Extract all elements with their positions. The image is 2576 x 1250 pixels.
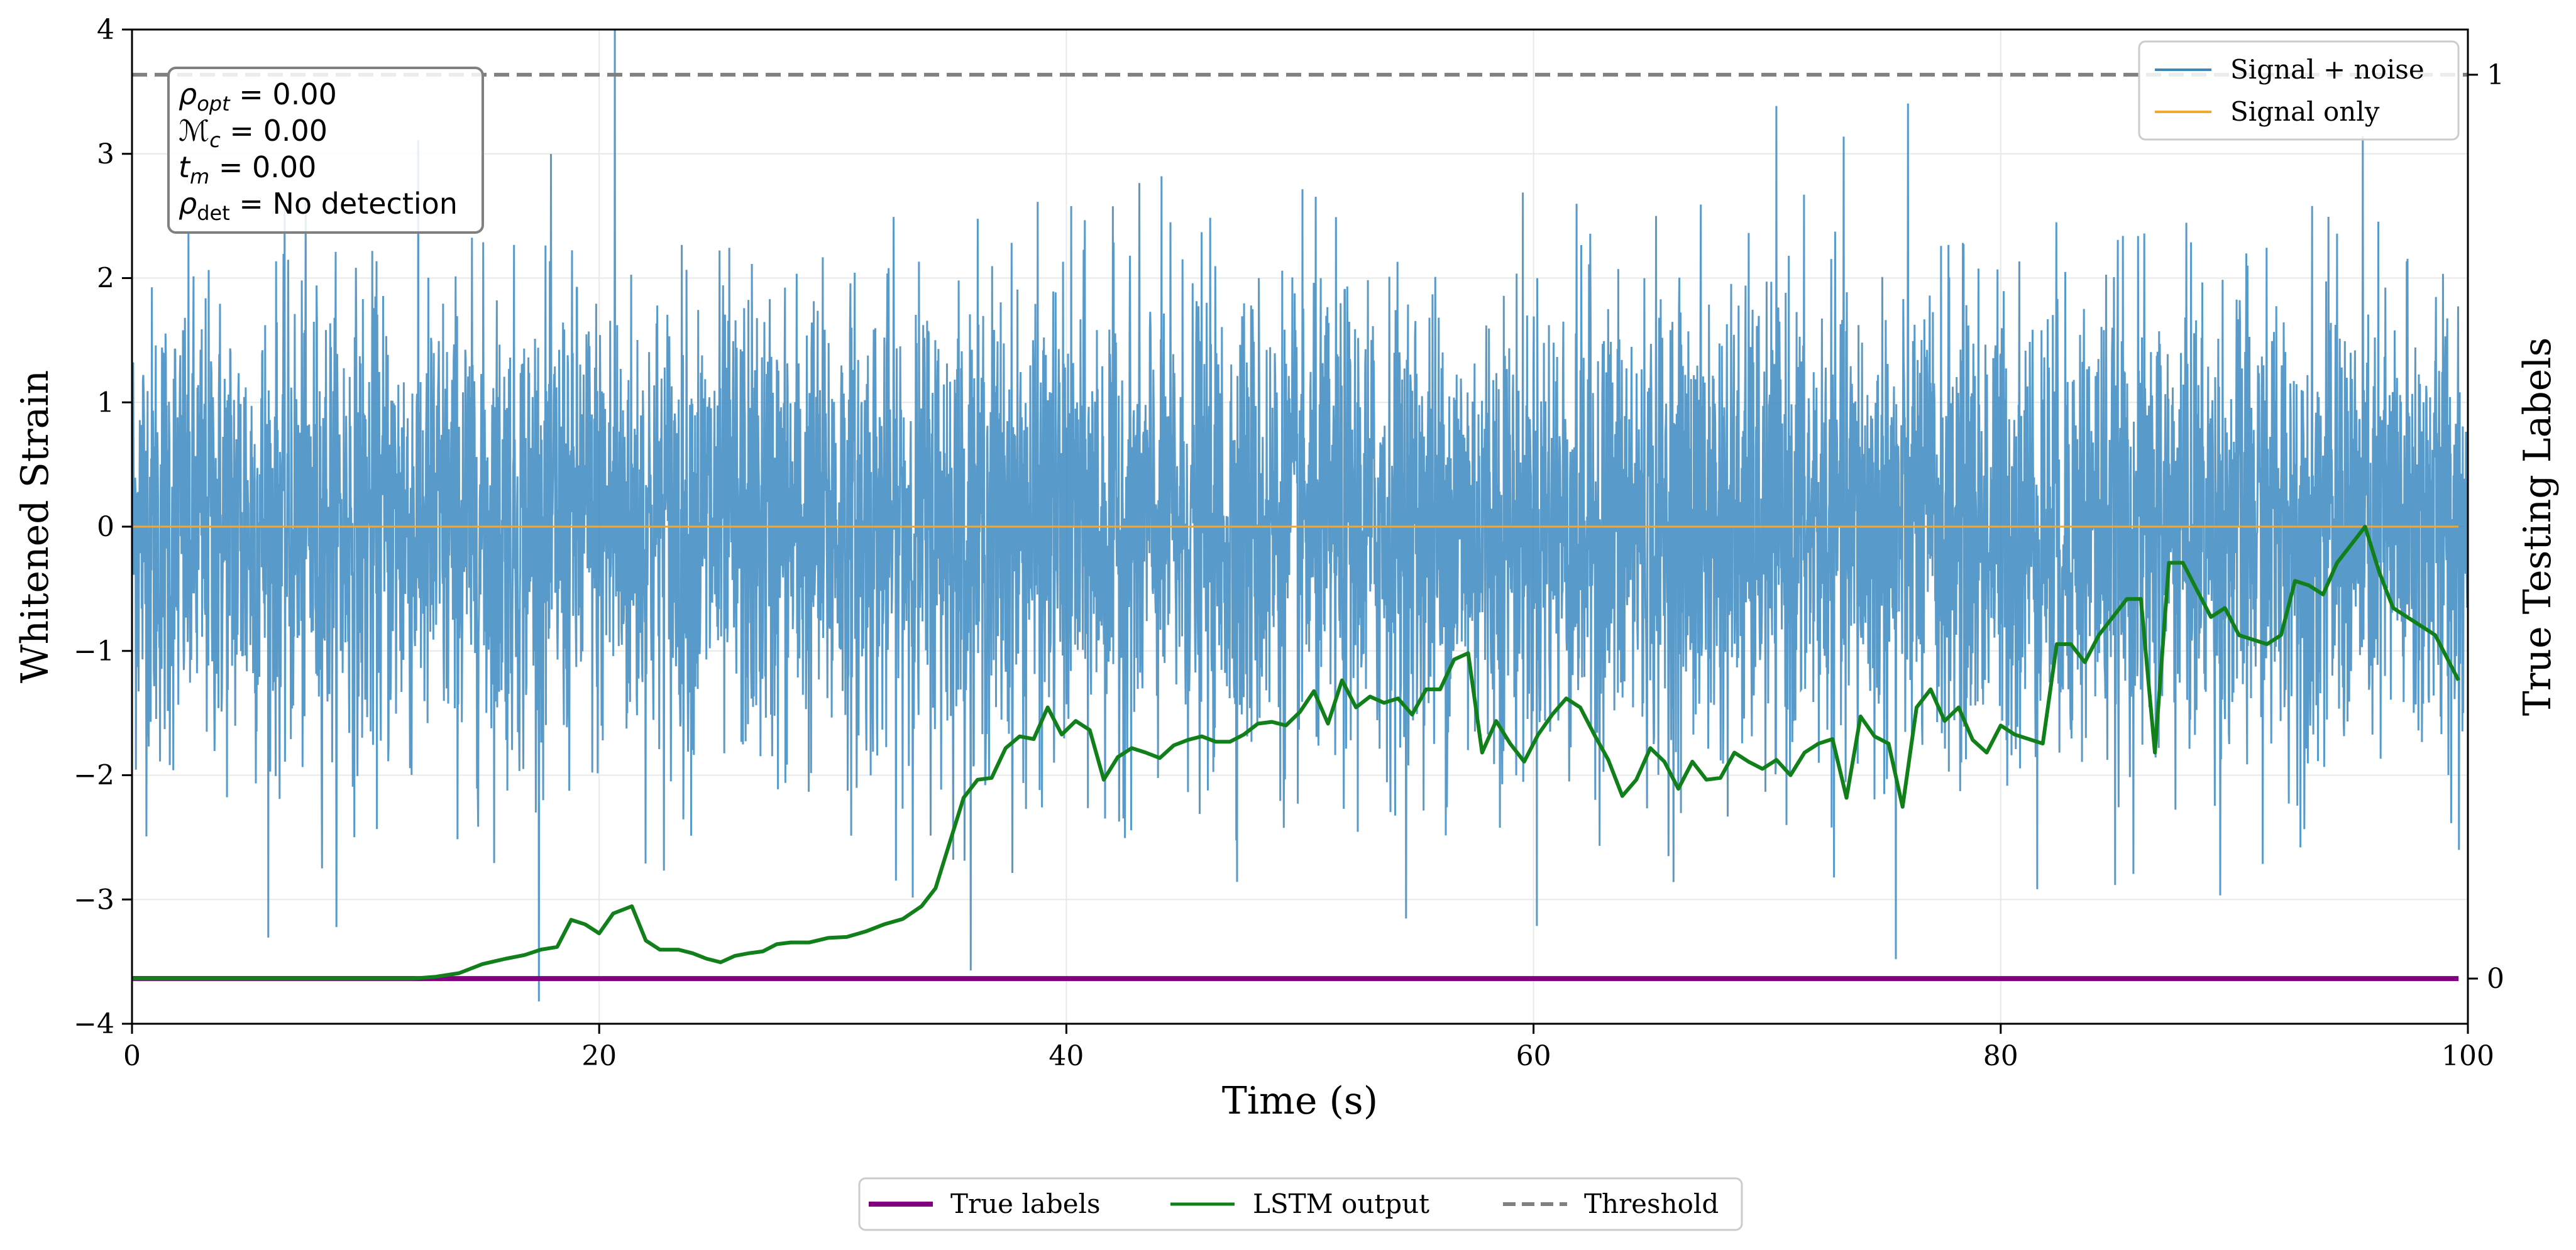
legend-upper: Signal + noise Signal only [2138, 40, 2460, 141]
legend-upper-frame [2138, 40, 2460, 141]
info-chirp-mass-value: = 0.00 [221, 114, 328, 148]
y-left-tick-label-0: −4 [74, 1008, 114, 1040]
info-rho-opt-value: = 0.00 [230, 77, 337, 111]
x-axis: 0 20 40 60 80 100 [123, 1024, 2494, 1072]
legend-lower: True labels LSTM output Threshold [858, 1177, 1743, 1231]
signal-plus-noise-series [131, 29, 2469, 1002]
signal-plus-noise-path [131, 29, 2469, 1002]
info-rho-opt: ρopt = 0.00 [179, 77, 337, 116]
y-left-tick-label-3: −1 [74, 635, 114, 667]
legend-threshold-label: Threshold [1584, 1188, 1719, 1219]
info-rho-opt-sub: opt [197, 92, 231, 116]
y-axis-left-title: Whitened Strain [13, 370, 57, 683]
info-rho-det-sub: det [197, 201, 230, 225]
y-left-tick-label-7: 3 [97, 138, 114, 170]
lstm-output-series [132, 525, 2460, 981]
info-merger-time: tm = 0.00 [179, 150, 316, 189]
y-axis-left: −4 −3 −2 −1 0 1 2 3 4 [74, 14, 132, 1040]
legend-lower-frame [858, 1177, 1743, 1231]
y-left-tick-label-1: −3 [74, 884, 114, 916]
y-left-tick-label-4: 0 [97, 511, 114, 543]
x-tick-label-2: 40 [1049, 1040, 1084, 1072]
x-axis-title: Time (s) [1222, 1079, 1378, 1123]
info-chirp-mass-sub: c [209, 128, 221, 152]
y-axis-right-title: True Testing Labels [2516, 337, 2560, 716]
info-merger-time-sub: m [190, 165, 209, 189]
legend-signal-only-label: Signal only [2230, 96, 2380, 127]
info-merger-time-value: = 0.00 [209, 150, 316, 184]
legend-true-labels-label: True labels [950, 1188, 1101, 1219]
y-left-tick-label-5: 1 [97, 387, 114, 419]
info-rho-det-symbol: ρ [179, 187, 197, 221]
info-merger-time-symbol: t [179, 150, 191, 184]
x-tick-label-5: 100 [2441, 1040, 2494, 1072]
info-chirp-mass-symbol: ℳ [179, 114, 209, 148]
x-tick-label-1: 20 [581, 1040, 617, 1072]
info-rho-det-value: = No detection [230, 187, 458, 221]
y-left-tick-label-6: 2 [97, 263, 114, 295]
info-rho-det: ρdet = No detection [179, 187, 458, 225]
legend-signal-noise-label: Signal + noise [2230, 54, 2425, 85]
y-right-tick-label-0: 0 [2487, 963, 2504, 995]
y-left-tick-label-2: −2 [74, 760, 114, 792]
info-box-frame [167, 67, 484, 234]
info-chirp-mass: ℳc = 0.00 [179, 114, 328, 152]
y-left-tick-label-8: 4 [97, 14, 114, 46]
y-right-tick-label-1: 1 [2487, 59, 2504, 91]
legend-lstm-label: LSTM output [1253, 1188, 1429, 1219]
x-tick-label-4: 80 [1983, 1040, 2018, 1072]
info-box: ρopt = 0.00 ℳc = 0.00 tm = 0.00 ρdet = N… [167, 67, 484, 234]
x-tick-label-3: 60 [1516, 1040, 1551, 1072]
y-axis-right: 01 [2468, 59, 2504, 995]
x-tick-label-0: 0 [123, 1040, 141, 1072]
info-rho-opt-symbol: ρ [179, 77, 197, 111]
